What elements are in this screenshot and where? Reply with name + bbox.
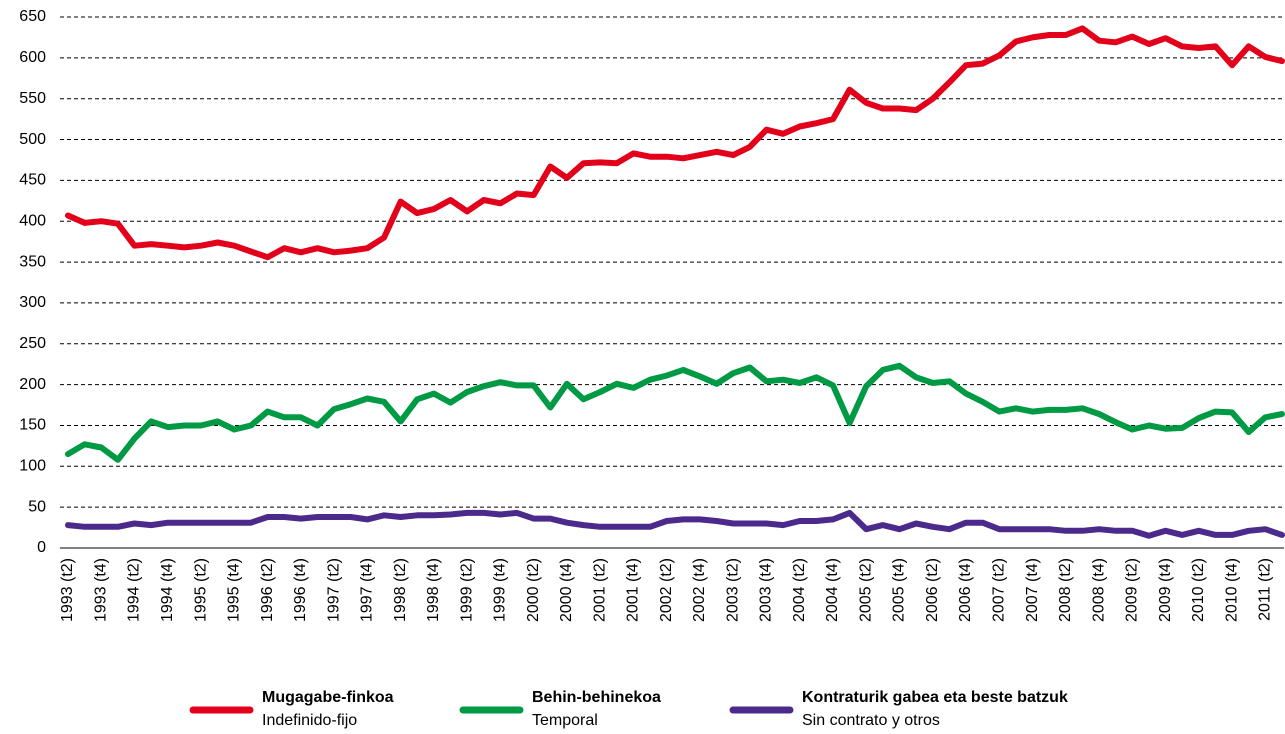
y-tick-label: 100 (19, 458, 46, 475)
y-tick-label: 350 (19, 253, 46, 270)
x-tick-label: 1995 (t2) (192, 558, 209, 622)
y-tick-label: 150 (19, 417, 46, 434)
y-tick-label: 300 (19, 294, 46, 311)
x-tick-label: 1997 (t2) (325, 558, 342, 622)
x-tick-label: 2009 (t2) (1124, 558, 1141, 622)
x-tick-label: 1999 (t2) (458, 558, 475, 622)
x-tick-label: 1995 (t4) (226, 558, 243, 622)
x-tick-label: 2006 (t2) (924, 558, 941, 622)
legend-sublabel: Sin contrato y otros (802, 712, 940, 729)
x-tick-label: 1994 (t2) (126, 558, 143, 622)
x-tick-label: 2007 (t2) (991, 558, 1008, 622)
series-line (65, 25, 1285, 261)
x-tick-label: 2000 (t4) (558, 558, 575, 622)
x-tick-label: 2008 (t2) (1057, 558, 1074, 622)
legend-label: Behin-behinekoa (532, 689, 661, 706)
x-tick-label: 1999 (t4) (492, 558, 509, 622)
x-tick-label: 2007 (t4) (1024, 558, 1041, 622)
legend-label: Kontraturik gabea eta beste batzuk (802, 689, 1068, 706)
x-tick-label: 1997 (t4) (359, 558, 376, 622)
x-tick-label: 1998 (t2) (392, 558, 409, 622)
x-tick-label: 2005 (t4) (891, 558, 908, 622)
y-tick-label: 650 (19, 8, 46, 25)
x-tick-label: 2000 (t2) (525, 558, 542, 622)
y-tick-label: 550 (19, 90, 46, 107)
x-tick-label: 1993 (t4) (92, 558, 109, 622)
x-tick-label: 1994 (t4) (159, 558, 176, 622)
x-tick-label: 2011 (t2) (1257, 558, 1274, 621)
x-tick-label: 2006 (t4) (957, 558, 974, 622)
y-tick-label: 600 (19, 49, 46, 66)
x-tick-label: 2010 (t2) (1190, 558, 1207, 622)
y-tick-label: 450 (19, 172, 46, 189)
x-tick-label: 2002 (t2) (658, 558, 675, 622)
y-tick-label: 500 (19, 131, 46, 148)
y-tick-label: 200 (19, 376, 46, 393)
x-tick-label: 2004 (t2) (791, 558, 808, 622)
x-tick-label: 1996 (t2) (259, 558, 276, 622)
legend-sublabel: Temporal (532, 712, 598, 729)
x-tick-label: 2003 (t4) (758, 558, 775, 622)
y-tick-label: 50 (28, 498, 46, 515)
series-line (65, 362, 1285, 463)
x-tick-label: 2010 (t4) (1223, 558, 1240, 622)
series-line (65, 509, 1285, 539)
x-tick-label: 2003 (t2) (724, 558, 741, 622)
legend-sublabel: Indefinido-fijo (262, 712, 357, 729)
y-tick-label: 400 (19, 212, 46, 229)
x-tick-label: 2008 (t4) (1090, 558, 1107, 622)
x-tick-label: 2001 (t2) (591, 558, 608, 622)
x-tick-label: 1998 (t4) (425, 558, 442, 622)
x-tick-label: 2002 (t4) (691, 558, 708, 622)
legend-label: Mugagabe-finkoa (262, 689, 394, 706)
x-tick-label: 2005 (t2) (857, 558, 874, 622)
y-tick-label: 250 (19, 335, 46, 352)
x-tick-label: 1996 (t4) (292, 558, 309, 622)
x-tick-label: 2001 (t4) (625, 558, 642, 622)
x-tick-label: 1993 (t2) (59, 558, 76, 622)
y-tick-label: 0 (37, 539, 46, 556)
x-tick-label: 2009 (t4) (1157, 558, 1174, 622)
x-tick-label: 2004 (t4) (824, 558, 841, 622)
